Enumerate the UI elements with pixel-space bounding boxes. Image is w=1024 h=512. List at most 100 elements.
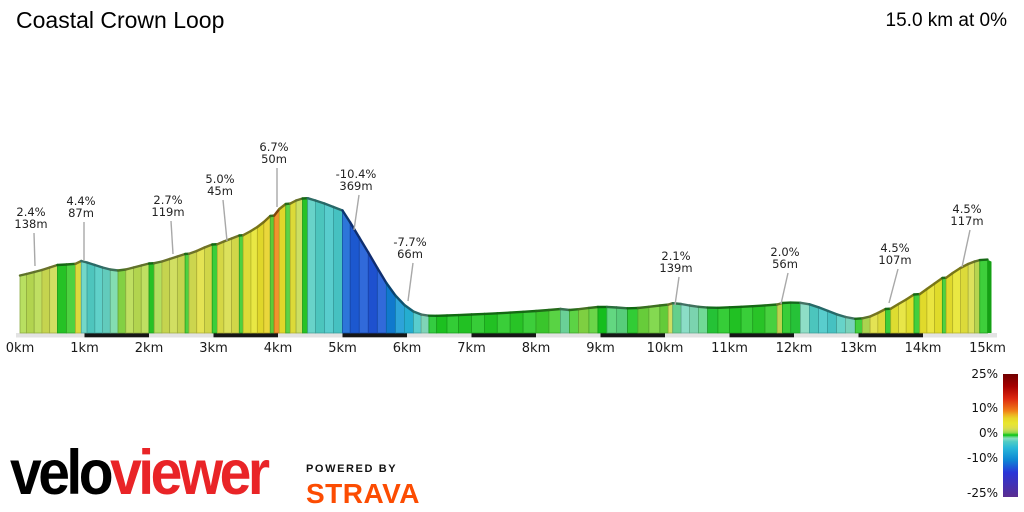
gradient-stripe	[49, 264, 58, 334]
gradient-stripe	[535, 309, 550, 334]
gradient-stripe	[161, 258, 171, 334]
profile-top-edge	[124, 266, 135, 271]
profile-top-edge	[496, 311, 512, 315]
gradient-stripe	[94, 264, 103, 334]
gradient-stripe	[420, 314, 430, 334]
profile-top-edge	[568, 308, 580, 312]
gradient-stripe	[75, 260, 82, 334]
profile-top-edge	[817, 306, 829, 312]
gradient-stripe	[436, 315, 448, 334]
gradient-stripe	[790, 302, 801, 334]
gradient-stripe	[967, 260, 975, 334]
gradient-stripe	[781, 302, 792, 334]
profile-top-edge	[419, 313, 431, 317]
gradient-stripe	[140, 262, 150, 334]
gradient-annotation: 2.0% 56m	[739, 245, 831, 271]
profile-top-edge	[534, 308, 551, 313]
gradient-stripe	[672, 302, 682, 334]
gradient-stripe	[263, 215, 271, 334]
profile-top-edge	[615, 306, 629, 310]
profile-top-edge	[32, 268, 44, 274]
gradient-stripe	[606, 306, 618, 334]
profile-top-edge	[367, 251, 379, 270]
profile-top-edge	[658, 303, 670, 307]
legend-label: 25%	[971, 367, 998, 381]
profile-top-edge	[40, 266, 51, 272]
x-axis-km-bar	[858, 332, 923, 338]
legend-gradient-bar	[1003, 374, 1018, 497]
gradient-annotation: 6.7% 50m	[228, 140, 320, 165]
profile-top-edge	[256, 220, 266, 229]
profile-top-edge	[844, 315, 857, 320]
profile-top-edge	[799, 301, 811, 306]
profile-top-edge	[222, 237, 233, 243]
gradient-stripe	[133, 264, 142, 334]
x-axis-label: 1km	[70, 341, 99, 356]
gradient-stripe	[273, 207, 280, 334]
veloviewer-logo[interactable]: veloviewer	[10, 442, 270, 505]
annotation-grade: 5.0%	[205, 172, 235, 186]
legend-label: -25%	[966, 486, 998, 500]
gradient-stripe	[307, 197, 316, 334]
profile-top-edge	[376, 266, 388, 285]
gradient-stripe	[560, 308, 570, 334]
x-axis-label: 8km	[521, 341, 551, 356]
gradient-stripe	[569, 308, 579, 334]
annotation-leader-line	[780, 272, 789, 305]
profile-top-edge	[176, 252, 187, 258]
gradient-stripe	[752, 304, 766, 334]
profile-top-edge	[101, 266, 112, 271]
profile-top-edge	[230, 234, 241, 240]
profile-top-edge	[394, 294, 406, 307]
profile-top-edge	[358, 236, 370, 254]
profile-top-edge	[65, 262, 77, 266]
profile-top-edge	[470, 312, 486, 316]
gradient-stripe	[204, 243, 213, 334]
profile-top-edge	[85, 261, 97, 267]
gradient-stripe	[764, 304, 778, 334]
profile-top-edge	[728, 305, 743, 309]
gradient-stripe	[196, 246, 205, 334]
gradient-annotation: 4.5% 107m	[849, 242, 941, 266]
page-title: Coastal Crown Loop	[16, 7, 225, 33]
profile-top-edge	[835, 313, 847, 319]
gradient-stripe	[184, 253, 190, 334]
x-axis-label: 4km	[263, 341, 293, 356]
gradient-stripe	[809, 303, 819, 334]
gradient-stripe	[637, 306, 650, 334]
profile-top-edge	[826, 309, 838, 316]
gradient-stripe	[342, 209, 351, 334]
gradient-stripe	[223, 237, 232, 334]
gradient-stripe	[659, 304, 669, 334]
x-axis-km-bar	[729, 332, 794, 338]
annotation-length: 66m	[397, 246, 423, 261]
gradient-stripe	[349, 221, 360, 334]
profile-top-edge	[93, 263, 104, 269]
gradient-stripe	[471, 313, 485, 334]
profile-top-edge	[349, 221, 361, 239]
profile-top-edge	[195, 246, 206, 253]
profile-top-edge	[457, 313, 473, 317]
x-axis-km-bar	[342, 332, 407, 338]
gradient-stripe	[945, 272, 954, 334]
gradient-annotation: 2.7% 119m	[122, 194, 214, 219]
annotation-grade: 2.0%	[770, 245, 800, 259]
annotation-length: 119m	[151, 204, 185, 219]
strava-attribution[interactable]: POWERED BY STRAVA	[306, 463, 420, 510]
annotation-grade: 6.7%	[259, 140, 289, 154]
gradient-stripe	[80, 260, 88, 334]
gradient-stripe	[952, 267, 961, 334]
gradient-stripe	[979, 259, 988, 334]
x-axis-km-bar	[84, 332, 149, 338]
route-summary: 15.0 km at 0%	[885, 10, 1007, 31]
gradient-stripe	[57, 264, 67, 334]
gradient-stripe	[707, 307, 719, 334]
gradient-annotation: -7.7% 66m	[364, 236, 456, 261]
profile-top-edge	[140, 262, 151, 267]
profile-top-edge	[861, 315, 872, 320]
annotation-length: 56m	[772, 256, 798, 271]
annotation-leader-line	[888, 268, 899, 304]
gradient-stripe	[216, 240, 225, 334]
profile-top-edge	[483, 312, 499, 316]
